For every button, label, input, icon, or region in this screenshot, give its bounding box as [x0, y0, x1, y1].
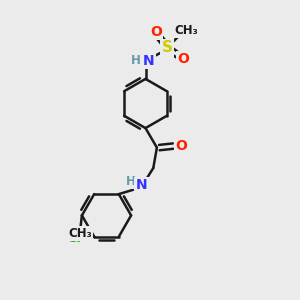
- Text: O: O: [175, 139, 187, 153]
- Text: Cl: Cl: [67, 231, 82, 245]
- Text: H: H: [131, 54, 141, 68]
- Text: O: O: [150, 25, 162, 39]
- Text: CH₃: CH₃: [174, 24, 198, 37]
- Text: CH₃: CH₃: [68, 227, 92, 240]
- Text: H: H: [126, 175, 136, 188]
- Text: N: N: [143, 54, 154, 68]
- Text: O: O: [178, 52, 190, 66]
- Text: S: S: [162, 40, 172, 55]
- Text: N: N: [136, 178, 147, 192]
